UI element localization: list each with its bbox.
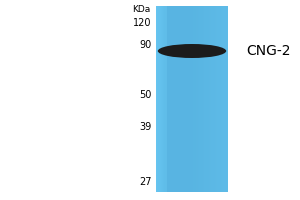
FancyBboxPatch shape: [203, 6, 204, 192]
FancyBboxPatch shape: [164, 6, 166, 192]
Text: 120: 120: [133, 18, 152, 28]
FancyBboxPatch shape: [170, 6, 172, 192]
FancyBboxPatch shape: [227, 6, 228, 192]
FancyBboxPatch shape: [191, 6, 192, 192]
Ellipse shape: [158, 44, 226, 58]
FancyBboxPatch shape: [184, 6, 185, 192]
FancyBboxPatch shape: [175, 6, 176, 192]
FancyBboxPatch shape: [202, 6, 203, 192]
FancyBboxPatch shape: [168, 6, 169, 192]
FancyBboxPatch shape: [221, 6, 222, 192]
FancyBboxPatch shape: [226, 6, 227, 192]
FancyBboxPatch shape: [224, 6, 226, 192]
FancyBboxPatch shape: [198, 6, 199, 192]
FancyBboxPatch shape: [173, 6, 174, 192]
FancyBboxPatch shape: [200, 6, 202, 192]
FancyBboxPatch shape: [211, 6, 212, 192]
FancyBboxPatch shape: [190, 6, 191, 192]
FancyBboxPatch shape: [218, 6, 220, 192]
Text: 90: 90: [139, 40, 152, 50]
FancyBboxPatch shape: [214, 6, 215, 192]
FancyBboxPatch shape: [220, 6, 221, 192]
FancyBboxPatch shape: [187, 6, 188, 192]
FancyBboxPatch shape: [157, 6, 158, 192]
FancyBboxPatch shape: [161, 6, 162, 192]
FancyBboxPatch shape: [217, 6, 218, 192]
FancyBboxPatch shape: [212, 6, 214, 192]
FancyBboxPatch shape: [167, 6, 168, 192]
Text: 39: 39: [139, 122, 152, 132]
FancyBboxPatch shape: [210, 6, 211, 192]
FancyBboxPatch shape: [194, 6, 196, 192]
FancyBboxPatch shape: [216, 6, 217, 192]
FancyBboxPatch shape: [163, 6, 164, 192]
FancyBboxPatch shape: [180, 6, 181, 192]
FancyBboxPatch shape: [174, 6, 175, 192]
FancyBboxPatch shape: [185, 6, 186, 192]
FancyBboxPatch shape: [178, 6, 179, 192]
FancyBboxPatch shape: [209, 6, 210, 192]
FancyBboxPatch shape: [206, 6, 208, 192]
FancyBboxPatch shape: [199, 6, 200, 192]
FancyBboxPatch shape: [215, 6, 216, 192]
FancyBboxPatch shape: [205, 6, 206, 192]
FancyBboxPatch shape: [172, 6, 173, 192]
FancyBboxPatch shape: [169, 6, 170, 192]
FancyBboxPatch shape: [193, 6, 194, 192]
FancyBboxPatch shape: [176, 6, 178, 192]
FancyBboxPatch shape: [188, 6, 190, 192]
FancyBboxPatch shape: [162, 6, 163, 192]
FancyBboxPatch shape: [223, 6, 224, 192]
FancyBboxPatch shape: [166, 6, 167, 192]
FancyBboxPatch shape: [204, 6, 205, 192]
FancyBboxPatch shape: [182, 6, 184, 192]
Text: CNG-2: CNG-2: [246, 44, 290, 58]
FancyBboxPatch shape: [181, 6, 182, 192]
FancyBboxPatch shape: [160, 6, 161, 192]
FancyBboxPatch shape: [197, 6, 198, 192]
FancyBboxPatch shape: [222, 6, 223, 192]
FancyBboxPatch shape: [208, 6, 209, 192]
Text: 50: 50: [139, 90, 152, 100]
Text: 27: 27: [139, 177, 152, 187]
Text: KDa: KDa: [132, 5, 150, 14]
FancyBboxPatch shape: [179, 6, 180, 192]
FancyBboxPatch shape: [196, 6, 197, 192]
FancyBboxPatch shape: [192, 6, 193, 192]
FancyBboxPatch shape: [158, 6, 160, 192]
FancyBboxPatch shape: [186, 6, 187, 192]
FancyBboxPatch shape: [156, 6, 157, 192]
